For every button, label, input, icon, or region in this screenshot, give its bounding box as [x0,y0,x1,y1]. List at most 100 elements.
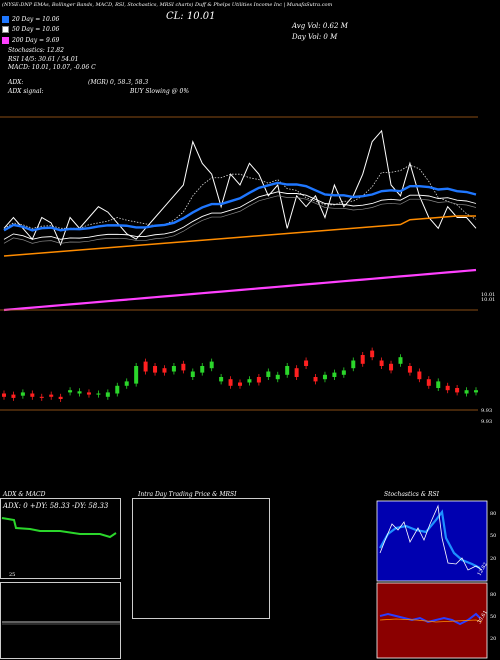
ema50-label: 50 Day = 10.06 [12,26,60,33]
intraday-panel [132,498,270,619]
adx-small-label: 25 [9,572,15,578]
price-line [3,129,477,246]
candle-body [181,363,186,371]
short-average-line [3,164,477,229]
stochastics-rsi-panel: 80 50 20 12.82 80 50 20 30.61 [376,500,496,659]
rsi-level-80: 80 [490,592,496,598]
candle-body [332,372,337,377]
candle-body [124,381,129,386]
candle-body [464,390,469,394]
ema50-shadow-line [3,195,477,244]
candle-body [256,377,261,383]
avg-volume: Avg Vol: 0.62 M [292,22,348,30]
ema20-swatch [2,16,9,23]
adx-readout-value: (MGR) 0, 58.3, 58.3 [88,79,149,86]
price-axis-top2: 10.01 [481,297,495,303]
buy-signal: BUY Slowing @ 0% [130,88,190,95]
candle-body [49,394,54,397]
candle-body [351,360,356,369]
stoch-level-20: 20 [490,556,496,562]
candle-body [153,366,158,373]
intra-panel-title: Intra Day Trading Price & MRSI [138,491,237,498]
candle-body [190,371,195,377]
ema-lines [3,129,477,312]
candle-body [370,350,375,358]
candle-body [20,392,25,396]
stoch-level-80: 80 [490,511,496,517]
candle-body [417,371,422,380]
candle-body [86,392,91,395]
stochastics-k-line [379,504,483,571]
stochastics-readout: Stochastics: 12.82 [8,47,64,54]
candle-body [360,355,365,364]
price-axis-top: 10.01 [481,292,495,298]
candle-body [341,370,346,375]
legend-ema50: 50 Day = 10.06 [2,26,59,33]
candle-body [398,357,403,364]
candle-body [266,371,271,377]
candle-body [105,392,110,397]
candle-body [313,377,318,382]
ema20-line [3,181,477,232]
ema50-swatch [2,26,9,33]
adx-panel-title: ADX & MACD [3,491,46,498]
candle-body [30,393,35,397]
ema200-label: 200 Day = 9.69 [12,37,60,44]
adx-readout-label: ADX: [8,79,24,86]
candle-body [209,361,214,369]
rsi-level-20: 20 [490,636,496,642]
candle-body [68,390,73,393]
candle-body [171,366,176,372]
candle-body [285,366,290,375]
adx-line [1,517,117,539]
stoch-level-50: 50 [490,533,496,539]
candle-body [275,374,280,380]
candle-body [96,393,101,395]
ema20-label: 20 Day = 10.06 [12,16,60,23]
candle-body [134,366,139,384]
price-axis-bottom2: 9.93 [481,419,492,425]
ema200-swatch [2,37,9,44]
candle-body [436,381,441,388]
candle-body [11,394,16,398]
rsi-readout: RSI 14/5: 30.61 / 54.01 [8,56,79,63]
day-volume: Day Vol: 0 M [292,33,338,41]
chart-header-title: (NYSE:DNP EMAs, Bollinger Bands, MACD, R… [2,2,333,8]
adx-macd-panel: ADX: 0 +DY: 58.33 -DY: 58.33 25 [0,498,121,659]
candlesticks [2,347,478,402]
candle-body [2,393,6,397]
legend-ema200: 200 Day = 9.69 [2,37,59,44]
price-axis-bottom: 9.93 [481,408,492,414]
mrsi-line [379,618,483,623]
adx-signal-label: ADX signal: [8,88,44,95]
candle-body [247,379,252,383]
stoch-panel-title: Stochastics & RSI [384,491,439,498]
candle-body [322,374,327,380]
candle-body [39,396,44,398]
macd-readout: MACD: 10.01, 10.07, -0.06 C [8,64,96,71]
ema200-line [3,268,477,312]
candle-body [77,391,82,394]
candle-body [115,385,120,394]
candle-body [389,363,394,371]
candle-body [379,360,384,366]
ema50-line [3,191,477,240]
candle-body [474,390,478,393]
candle-body [58,396,63,399]
candle-body [445,385,450,391]
close-price: CL: 10.01 [166,11,216,22]
candle-body [228,379,233,386]
candle-body [238,382,242,386]
candle-body [219,377,224,382]
legend-ema20: 20 Day = 10.06 [2,16,59,23]
candle-body [200,366,205,373]
candle-body [407,366,412,373]
candle-body [426,379,431,386]
candle-body [143,361,148,372]
adx-panel-readout: ADX: 0 +DY: 58.33 -DY: 58.33 [2,502,109,510]
candle-body [294,368,299,377]
bollinger-lower-line [3,215,476,257]
candle-body [304,360,309,366]
price-chart: 10.01 10.01 9.93 9.93 19 Oct20 Oct23 Oct… [0,116,495,425]
rsi-level-50: 50 [490,614,496,620]
